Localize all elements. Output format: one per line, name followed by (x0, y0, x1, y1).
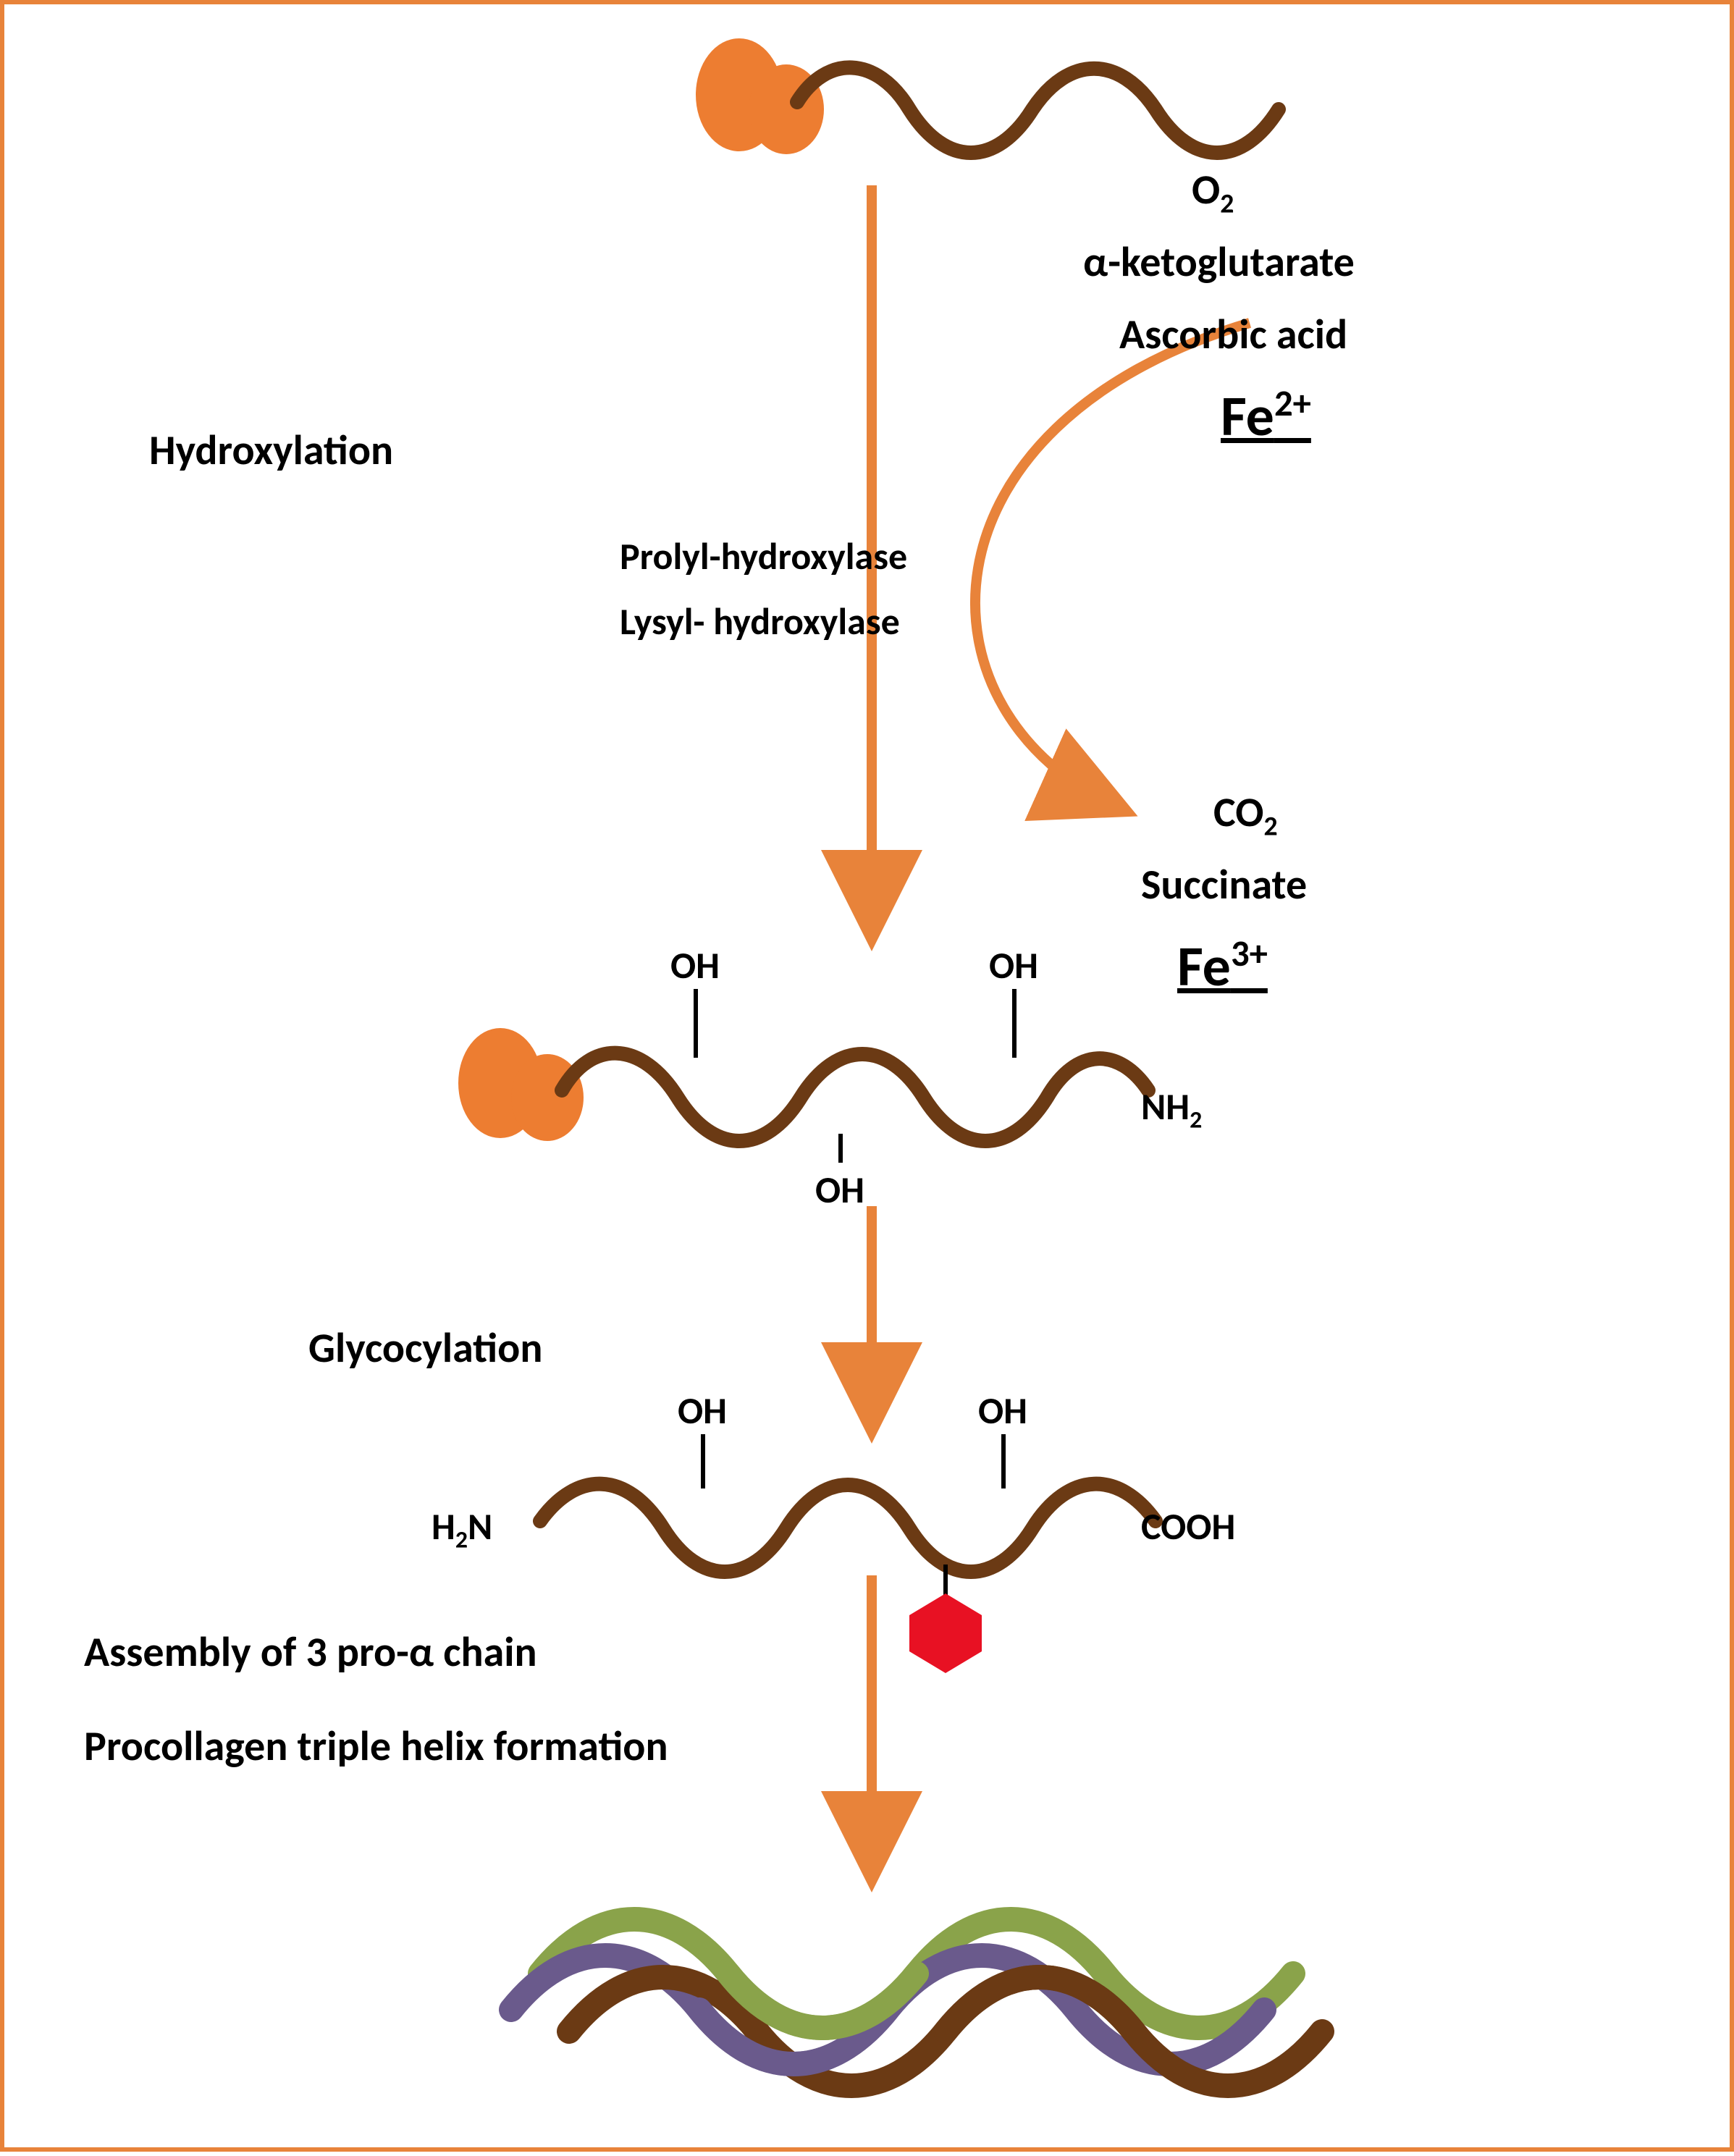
chain-2-wave (562, 1053, 1148, 1141)
enzyme-lysyl: Lysyl- hydroxylase (620, 598, 900, 644)
cofactor-o2: O2 (1192, 164, 1234, 221)
cofactor-ascorbic: Ascorbic acid (1119, 308, 1347, 360)
cofactor-fe3: Fe3+ (1177, 931, 1268, 1001)
cofactor-succinate: Succinate (1141, 859, 1307, 910)
chem-oh: OH (678, 1387, 727, 1433)
step-hydroxylation: Hydroxylation (149, 424, 393, 476)
cofactor-curved-arrow (975, 323, 1250, 808)
cofactor-akg: α-ketoglutarate (1083, 236, 1355, 287)
chain-1-wave (797, 67, 1279, 153)
chem-oh: OH (989, 942, 1038, 988)
cofactor-co2: CO2 (1213, 786, 1278, 843)
step-triple-helix: Procollagen triple helix formation (84, 1720, 668, 1772)
diagram-svg (4, 4, 1734, 2156)
chem-nh2: NH2 (1141, 1083, 1202, 1134)
chain-3-wave (540, 1484, 1156, 1572)
chem-h2n: H2N (432, 1503, 492, 1554)
step-glycosylation: Glycocylation (308, 1322, 542, 1373)
chem-oh: OH (815, 1166, 864, 1213)
chem-cooh: COOH (1141, 1503, 1235, 1549)
triple-helix (511, 1919, 1322, 2086)
step-assembly: Assembly of 3 pro-α chain (84, 1626, 537, 1677)
cofactor-fe2: Fe2+ (1221, 381, 1311, 450)
enzyme-prolyl: Prolyl-hydroxylase (620, 533, 907, 579)
sugar-hexagon (909, 1593, 982, 1673)
chem-oh: OH (978, 1387, 1027, 1433)
diagram-frame: Hydroxylation Glycocylation Assembly of … (0, 0, 1734, 2152)
chem-oh: OH (670, 942, 720, 988)
